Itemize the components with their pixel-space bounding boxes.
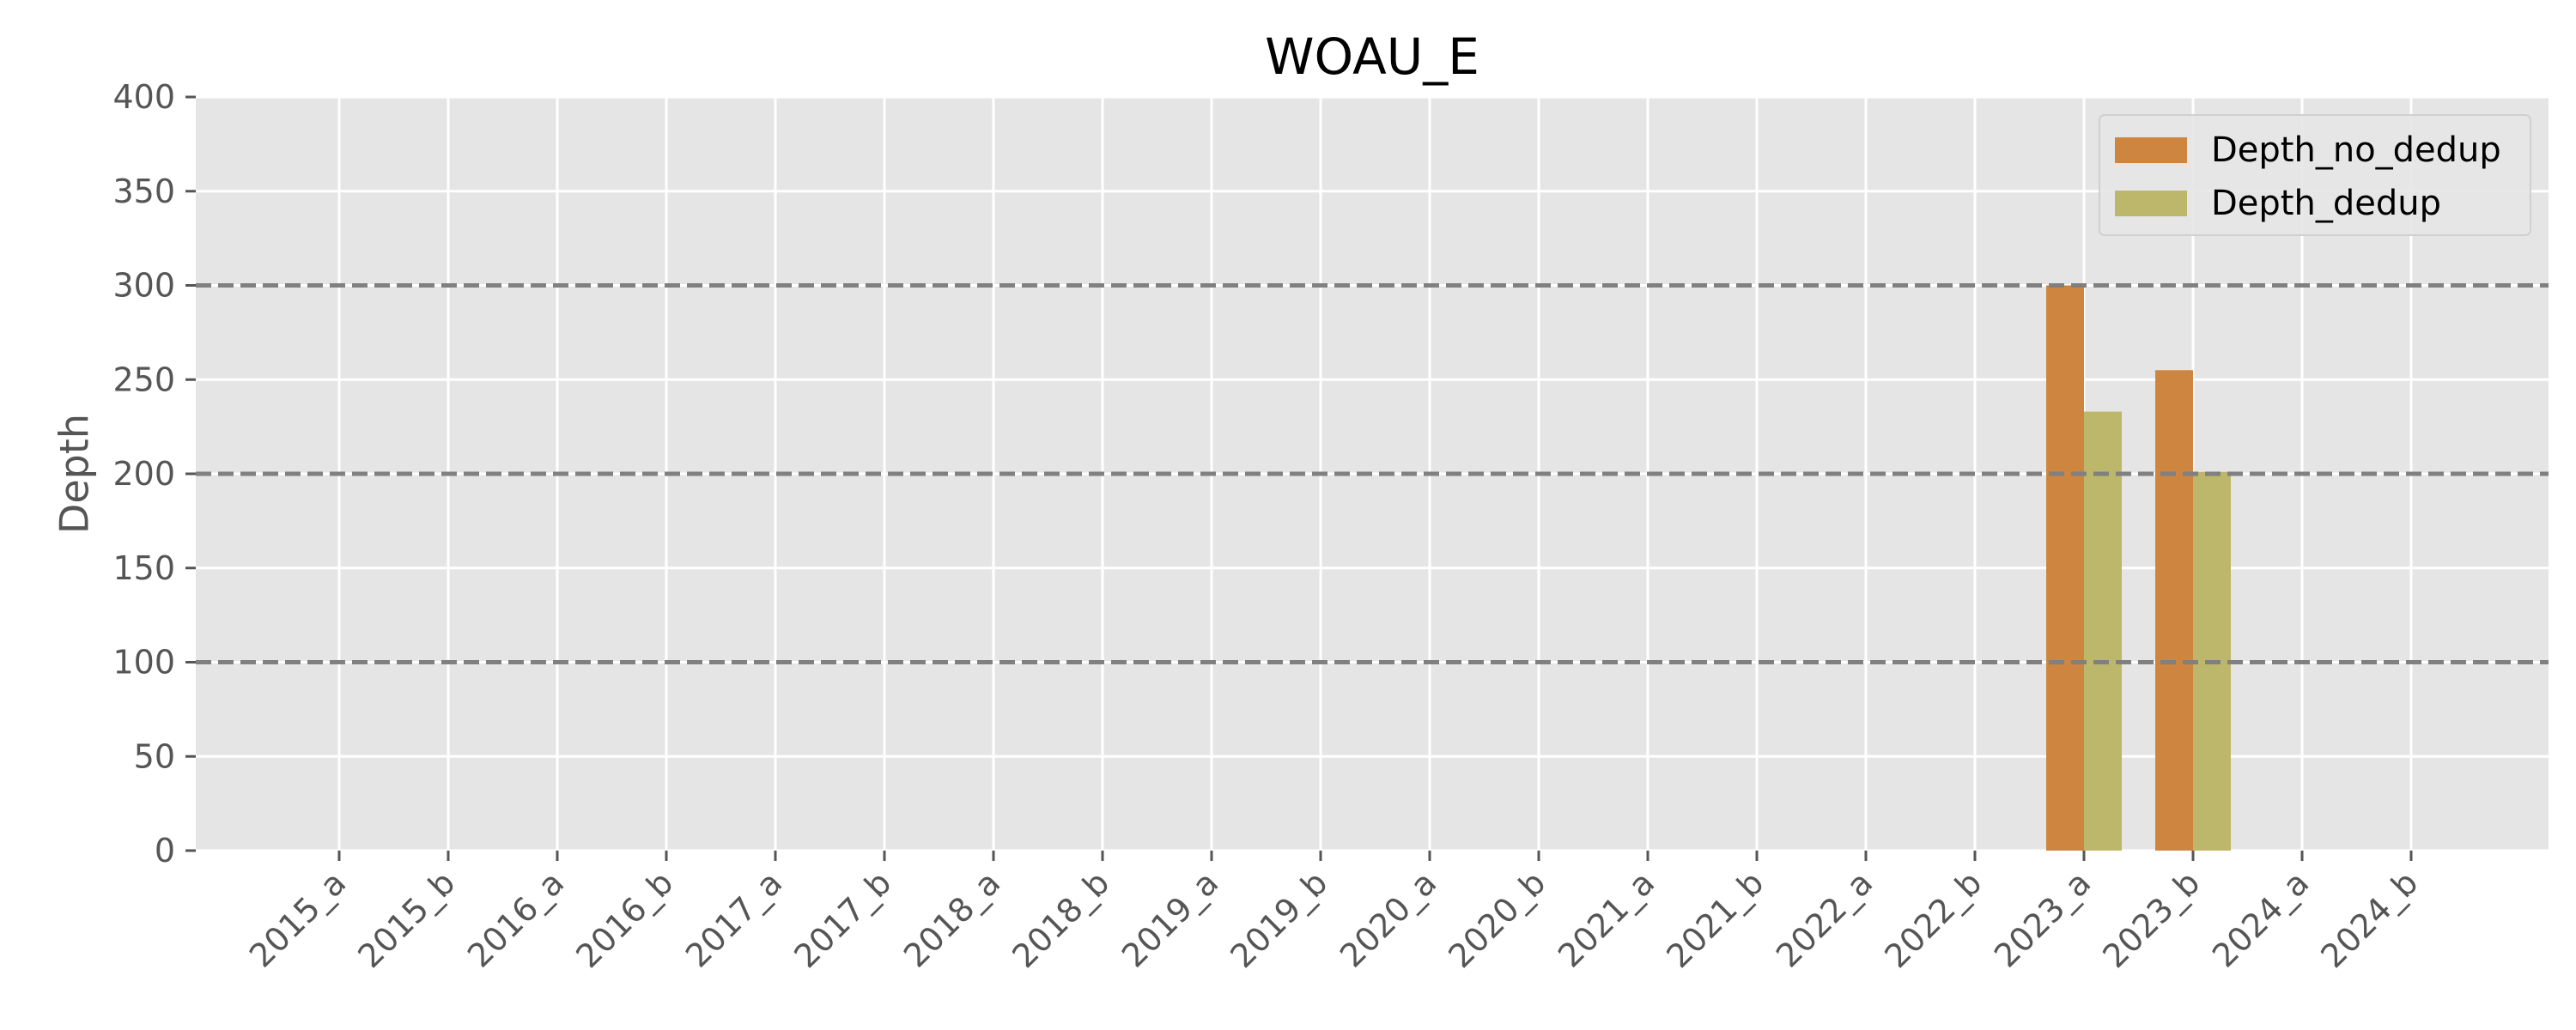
y-tick-label: 0 bbox=[155, 832, 175, 869]
x-tick-label: 2024_b bbox=[2313, 863, 2425, 975]
y-tick-label: 200 bbox=[112, 455, 175, 493]
bar-Depth_no_dedup-2023_b bbox=[2155, 370, 2193, 851]
legend-label: Depth_dedup bbox=[2211, 184, 2441, 223]
y-tick-label: 100 bbox=[112, 644, 175, 682]
x-axis: 2015_a2015_b2016_a2016_b2017_a2017_b2018… bbox=[242, 851, 2425, 975]
x-tick-label: 2016_b bbox=[568, 863, 680, 975]
x-tick-label: 2019_b bbox=[1223, 863, 1334, 975]
y-tick-label: 250 bbox=[112, 360, 175, 398]
y-tick-label: 300 bbox=[112, 267, 175, 305]
x-tick-label: 2022_b bbox=[1877, 863, 1989, 975]
y-tick-label: 400 bbox=[112, 78, 175, 116]
x-tick-label: 2022_a bbox=[1769, 863, 1880, 974]
x-tick-label: 2021_b bbox=[1659, 863, 1771, 975]
legend-swatch bbox=[2115, 137, 2187, 163]
y-tick-label: 350 bbox=[112, 173, 175, 210]
y-tick-label: 50 bbox=[134, 737, 175, 775]
x-tick-label: 2020_a bbox=[1333, 863, 1443, 974]
x-tick-label: 2018_a bbox=[896, 863, 1007, 974]
legend-box bbox=[2099, 114, 2531, 236]
bar-Depth_dedup-2023_a bbox=[2084, 411, 2122, 851]
x-tick-label: 2019_a bbox=[1115, 863, 1225, 974]
legend: Depth_no_dedup Depth_dedup bbox=[2099, 114, 2531, 236]
y-axis: 0 50 100 150 200 250 300 350 400 bbox=[112, 78, 196, 869]
x-tick-label: 2023_b bbox=[2095, 863, 2207, 975]
x-tick-label: 2024_a bbox=[2205, 863, 2316, 974]
x-tick-label: 2015_b bbox=[350, 863, 462, 975]
x-tick-label: 2016_a bbox=[460, 863, 571, 974]
y-axis-label: Depth bbox=[52, 414, 98, 534]
legend-swatch bbox=[2115, 191, 2187, 216]
bar-Depth_no_dedup-2023_a bbox=[2046, 285, 2084, 851]
reference-lines bbox=[196, 283, 2549, 664]
x-tick-label: 2020_b bbox=[1441, 863, 1552, 975]
legend-label: Depth_no_dedup bbox=[2211, 130, 2501, 170]
x-tick-label: 2017_a bbox=[678, 863, 789, 974]
x-tick-label: 2018_b bbox=[1005, 863, 1116, 975]
x-tick-label: 2015_a bbox=[242, 863, 353, 974]
x-tick-label: 2017_b bbox=[787, 863, 898, 975]
chart-title: WOAU_E bbox=[1265, 27, 1479, 86]
x-tick-label: 2021_a bbox=[1551, 863, 1662, 974]
bars bbox=[2046, 285, 2231, 851]
y-tick-label: 150 bbox=[112, 549, 175, 587]
x-tick-label: 2023_a bbox=[1987, 863, 2098, 974]
